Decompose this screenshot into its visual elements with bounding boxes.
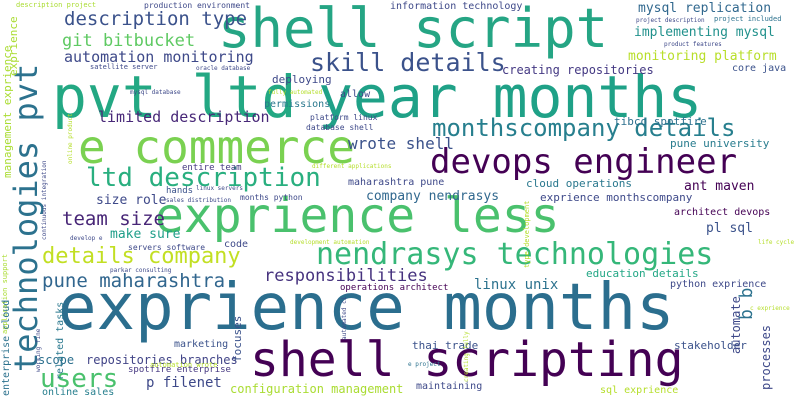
- word-python-exprience: python exprience: [670, 279, 767, 290]
- word-database-shell: database shell: [306, 123, 374, 132]
- word-focuses: focuses: [231, 315, 244, 362]
- word-working-fine: working fine: [35, 328, 42, 372]
- word-product-features: product features: [664, 41, 722, 48]
- word-deploying: deploying: [272, 73, 332, 86]
- word-sql-exprience: sql exprience: [600, 385, 679, 396]
- word-automated-ci: automated ci: [341, 296, 348, 340]
- word-core-java: core java: [732, 63, 787, 74]
- word-description-project: description project: [16, 1, 97, 9]
- word-enterprise-cloud: enterprise cloud: [1, 299, 12, 396]
- word-education-details: education details: [586, 267, 699, 280]
- word-mysql-database: mysql database: [130, 89, 181, 96]
- word-life-cycle: life cycle: [758, 239, 795, 246]
- word-e-project: e project: [408, 361, 441, 368]
- word-information-technology: information technology: [390, 1, 523, 12]
- word-limited-description: limited description: [98, 108, 270, 126]
- word-satellite-server: satellite server: [90, 63, 158, 71]
- word-fully-automated: fully automated: [268, 89, 323, 96]
- word-creating-repositories: creating repositories: [502, 63, 654, 77]
- word-stakeholder: stakeholder: [674, 339, 747, 352]
- word-shell-scripting: shell scripting: [250, 332, 684, 388]
- word-wrote-shell: wrote shell: [348, 134, 454, 153]
- word-production-environment: production environment: [144, 1, 250, 10]
- word-ltd-description: ltd description: [86, 163, 321, 193]
- word-pune-maharashtra: pune maharashtra: [42, 270, 226, 292]
- word-company-nendrasys: company nendrasys: [366, 189, 500, 204]
- word-online-sales: online sales: [42, 387, 115, 398]
- word-skill-details: skill details: [310, 48, 506, 77]
- word-allow: allow: [340, 89, 371, 100]
- word-shell-script: shell script: [218, 0, 609, 60]
- word-develop-e: develop e: [70, 235, 103, 242]
- word-mysql-replication: mysql replication: [638, 1, 772, 16]
- word-parkar-consulting: parkar consulting: [110, 267, 172, 274]
- word-months-python: months python: [240, 193, 303, 202]
- word-p-filenet: p filenet: [146, 375, 222, 391]
- word-tibco-spotfire: tibco spotfire: [614, 115, 707, 128]
- word-monitoring-platform: monitoring platform: [628, 49, 777, 64]
- word-linux-unix: linux unix: [474, 277, 559, 293]
- word-continuous-integration: continuous integration: [41, 160, 48, 240]
- word-sales-distribution: sales distribution: [166, 197, 232, 204]
- word-exprience-monthscompany: exprience monthscompany: [540, 191, 693, 204]
- word-year-months: year months: [318, 63, 703, 131]
- word-oracle-database: oracle database: [196, 65, 251, 72]
- word-related-tasks: related tasks: [55, 301, 66, 380]
- word-users: users: [40, 364, 119, 394]
- word-exprience-less: exprience less: [155, 188, 560, 244]
- word-architect-devops: architect devops: [674, 207, 771, 218]
- word-cloud-operations: cloud operations: [526, 177, 632, 190]
- word-pvt-ltd: pvt ltd: [52, 63, 297, 131]
- word-implementing-mysql: implementing mysql: [634, 25, 775, 40]
- word-details-company: details company: [42, 244, 241, 269]
- word-creating-fully: creating fully: [463, 331, 470, 382]
- word-configuration-management: configuration management: [230, 382, 404, 396]
- word-entire-team: entire team: [182, 163, 242, 173]
- word-hands: hands: [166, 186, 194, 196]
- word-spotfire-enterprise: spotfire enterprise: [128, 365, 231, 375]
- word-project-description: project description: [636, 17, 705, 24]
- word-processes: processes: [759, 324, 773, 390]
- word-online-product: online product: [67, 113, 74, 164]
- word-pune-university: pune university: [670, 137, 770, 150]
- word-different-applications: different applications: [312, 163, 392, 170]
- word-size-role: size role: [96, 193, 167, 208]
- word-type-development: type development: [523, 200, 531, 268]
- word-nendrasys-technologies: nendrasys technologies: [316, 237, 714, 272]
- word-exprience-months: exprience months: [58, 271, 675, 345]
- word-b-b: b b: [736, 287, 757, 320]
- word-maharashtra-pune: maharashtra pune: [348, 177, 445, 188]
- word-project-included: project included: [714, 15, 782, 23]
- word-automation-wrote: automation wrote: [150, 361, 218, 369]
- word-platform-linux: platform linux: [310, 113, 378, 122]
- word-ant-maven: ant maven: [684, 179, 755, 194]
- word-scope: scope: [38, 353, 75, 367]
- word-linux-servers: linux servers: [196, 185, 243, 192]
- word-maintaining: maintaining: [416, 381, 483, 392]
- word-git-bitbucket: git bitbucket: [62, 31, 196, 51]
- word-permissions: permissions: [264, 99, 331, 110]
- word-marketing: marketing: [174, 339, 229, 350]
- word-servers-software: servers software: [128, 243, 206, 252]
- word-pl-sql: pl sql: [706, 221, 753, 236]
- word-c-exprience: c exprience: [750, 305, 790, 312]
- word-monthscompany-details: monthscompany details: [432, 114, 736, 142]
- word-automation-monitoring: automation monitoring: [64, 48, 254, 66]
- word-operations-architect: operations architect: [340, 283, 449, 293]
- word-exprience: exprience: [7, 16, 20, 76]
- word-description-type: description type: [64, 8, 248, 30]
- word-e-commerce: e commerce: [78, 120, 355, 174]
- word-development-automation: development automation: [290, 239, 370, 246]
- word-responsibilities: responsibilities: [264, 266, 428, 286]
- word-team-size: team size: [62, 208, 165, 230]
- word-code: code: [224, 239, 249, 250]
- word-make-sure: make sure: [110, 227, 181, 242]
- word-thai-trade: thai trade: [412, 339, 479, 352]
- word-technologies-pvt: technologies pvt: [7, 63, 45, 372]
- word-repositories-branches: repositories branches: [86, 353, 238, 367]
- word-devops-engineer: devops engineer: [430, 142, 738, 182]
